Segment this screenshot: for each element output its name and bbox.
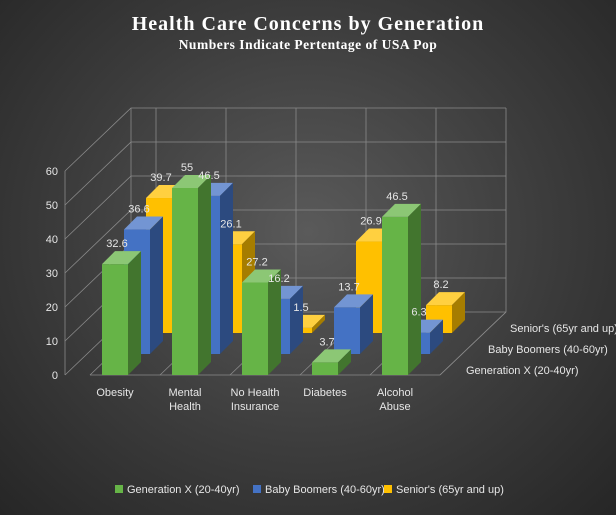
category-label: Health xyxy=(169,401,201,413)
data-label: 6.3 xyxy=(411,307,426,319)
legend-swatch xyxy=(384,485,392,493)
legend-label: Senior's (65yr and up) xyxy=(396,484,504,496)
series-axis-label: Senior's (65yr and up) xyxy=(510,323,616,335)
y-tick-label: 30 xyxy=(46,268,58,280)
category-label: Insurance xyxy=(231,401,279,413)
data-label: 46.5 xyxy=(386,191,407,203)
chart-title: Health Care Concerns by Generation xyxy=(132,13,485,35)
data-label: 3.7 xyxy=(319,336,334,348)
bar xyxy=(312,362,338,375)
bar-side xyxy=(312,314,325,333)
data-label: 32.6 xyxy=(106,238,127,250)
labels: 0 10 20 30 40 50 60 39.7 26.1 1.5 26.9 8.2 36.6 46.5 1… xyxy=(46,162,616,413)
bar xyxy=(382,216,408,375)
data-label: 55 xyxy=(181,162,193,174)
bar-side xyxy=(128,251,141,375)
series-axis-label: Baby Boomers (40-60yr) xyxy=(488,344,608,356)
data-label: 16.2 xyxy=(268,273,289,285)
series-axis-label: Generation X (20-40yr) xyxy=(466,365,579,377)
bar-side xyxy=(220,182,233,354)
data-label: 27.2 xyxy=(246,257,267,269)
bar-side xyxy=(268,269,281,375)
category-label: Alcohol xyxy=(377,387,413,399)
bar-side xyxy=(338,349,351,375)
category-label: Abuse xyxy=(379,401,410,413)
y-tick-label: 20 xyxy=(46,302,58,314)
legend-swatch xyxy=(115,485,123,493)
chart-subtitle: Numbers Indicate Pertentage of USA Pop xyxy=(179,37,438,52)
y-tick-label: 10 xyxy=(46,336,58,348)
data-label: 46.5 xyxy=(198,170,219,182)
data-label: 39.7 xyxy=(150,172,171,184)
bar-side xyxy=(452,292,465,333)
floor-right-edge xyxy=(439,311,507,376)
legend: Generation X (20-40yr) Baby Boomers (40-6… xyxy=(115,484,504,496)
bar-side xyxy=(150,216,163,354)
y-tick-label: 0 xyxy=(52,370,58,382)
bar-side xyxy=(290,285,303,354)
bars xyxy=(102,175,465,375)
bar xyxy=(102,264,128,375)
category-label: Obesity xyxy=(96,387,134,399)
bar-side xyxy=(360,294,373,354)
bar-side xyxy=(408,203,421,375)
data-label: 13.7 xyxy=(338,281,359,293)
data-label: 8.2 xyxy=(433,279,448,291)
data-label: 26.1 xyxy=(220,218,241,230)
bar-side xyxy=(430,319,443,354)
legend-swatch xyxy=(253,485,261,493)
category-label: Mental xyxy=(168,387,201,399)
bar xyxy=(334,307,360,354)
legend-label: Baby Boomers (40-60yr) xyxy=(265,484,385,496)
data-label: 26.9 xyxy=(360,216,381,228)
bar xyxy=(242,282,268,375)
y-tick-label: 40 xyxy=(46,234,58,246)
y-tick-label: 60 xyxy=(46,166,58,178)
bar xyxy=(172,188,198,375)
y-tick-label: 50 xyxy=(46,200,58,212)
data-label: 1.5 xyxy=(293,302,308,314)
data-label: 36.6 xyxy=(128,204,149,216)
category-label: No Health xyxy=(231,387,280,399)
bar-side xyxy=(198,175,211,375)
category-label: Diabetes xyxy=(303,387,347,399)
legend-label: Generation X (20-40yr) xyxy=(127,484,240,496)
